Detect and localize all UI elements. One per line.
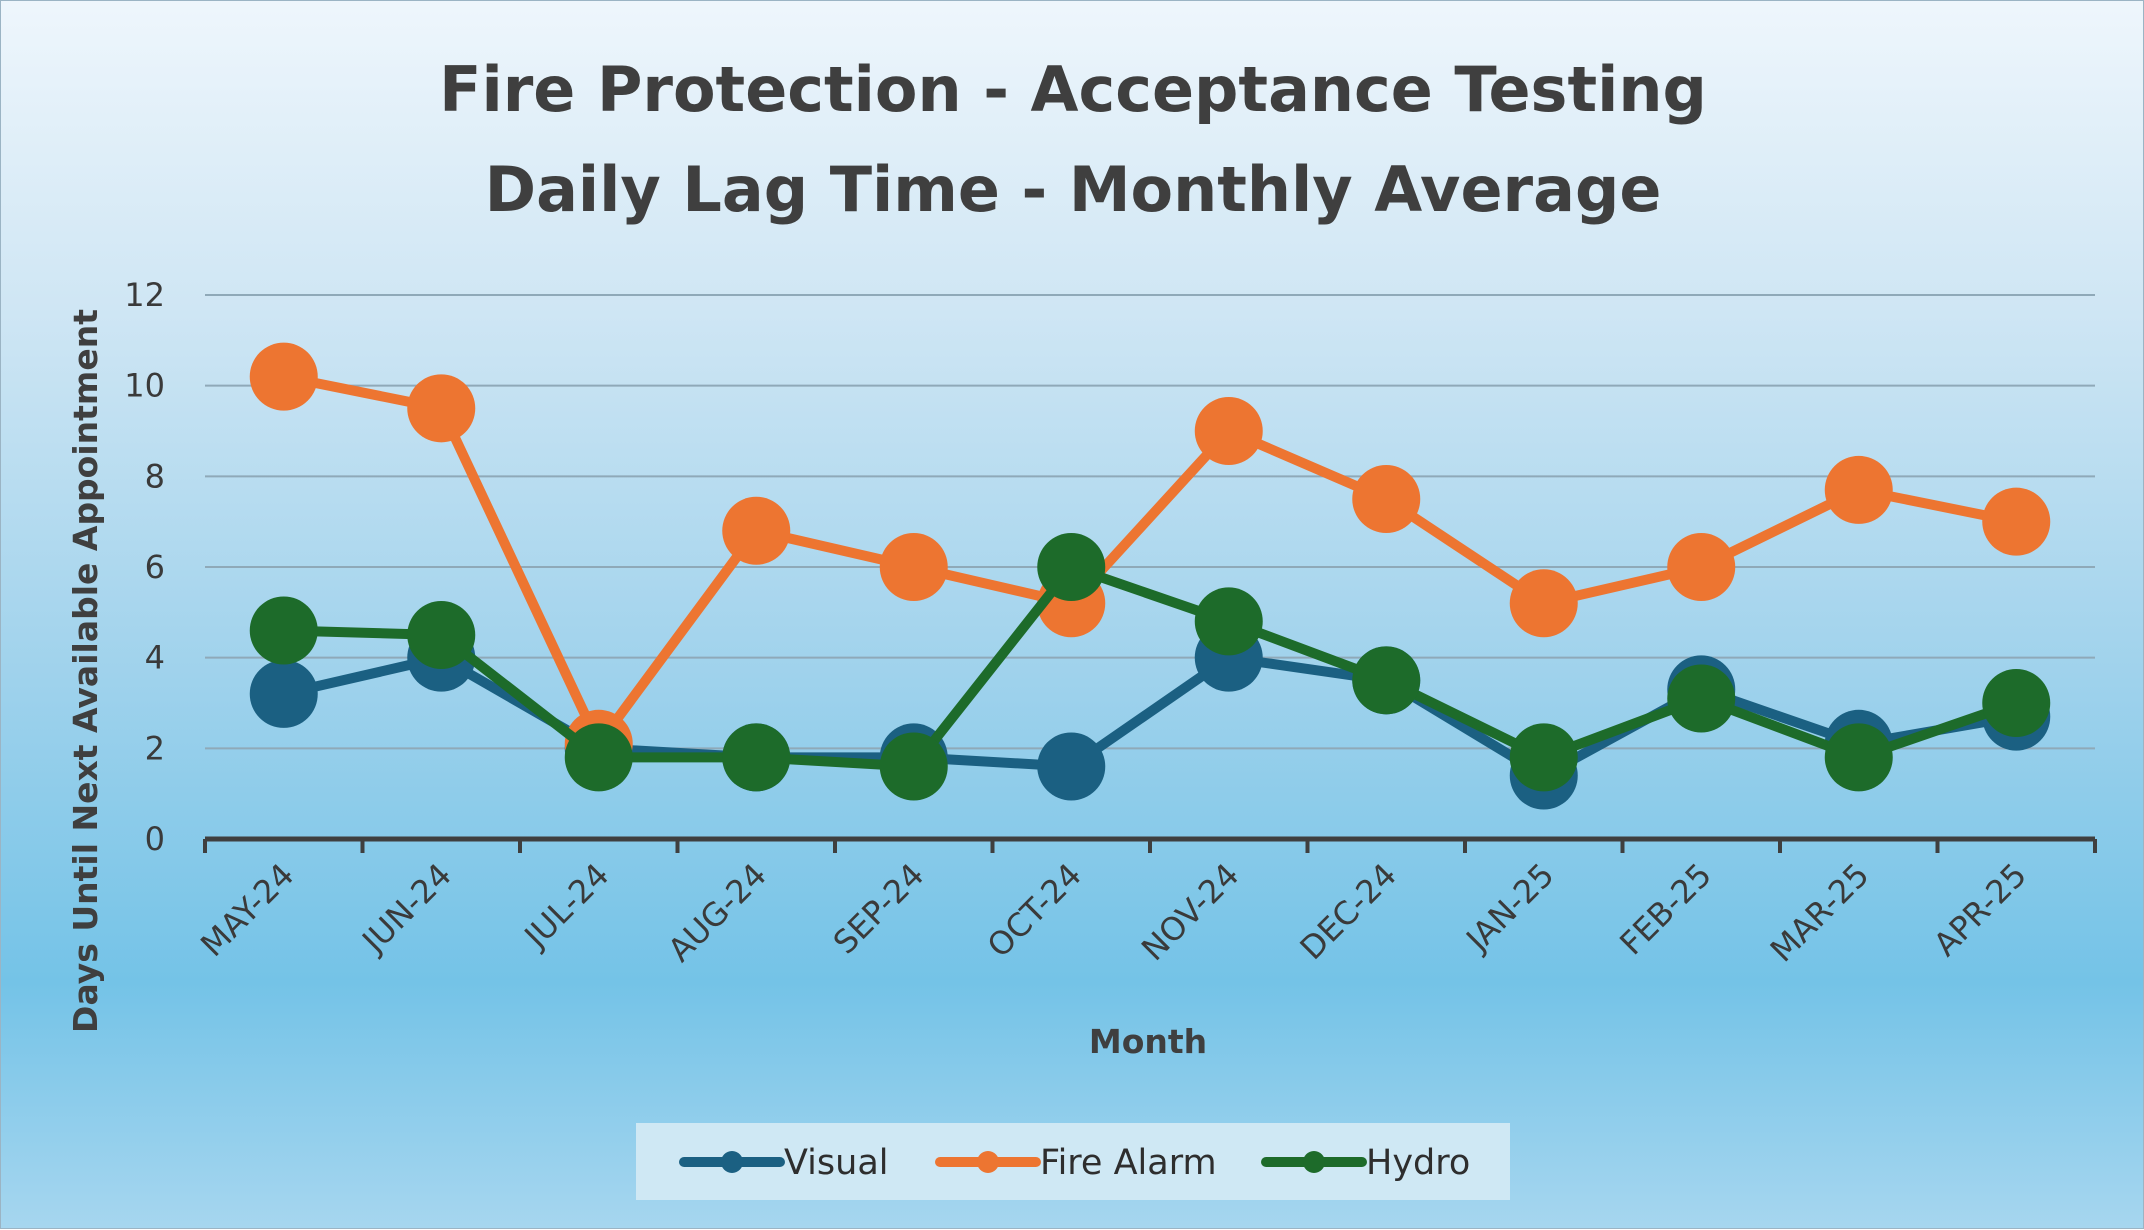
data-point-1-8 (1509, 569, 1578, 638)
x-tick-label-7: DEC-24 (1293, 856, 1404, 967)
data-point-1-0 (249, 342, 318, 411)
y-tick-label-2: 4 (145, 639, 165, 677)
legend-swatch-marker-2 (1303, 1151, 1325, 1173)
x-tick-label-0: MAY-24 (193, 856, 301, 964)
x-tick-label-4: SEP-24 (826, 856, 932, 962)
y-tick-label-3: 6 (145, 548, 165, 586)
data-point-1-11 (1982, 487, 2051, 556)
chart-title-line-2: Daily Lag Time - Monthly Average (485, 153, 1662, 226)
data-point-1-9 (1667, 533, 1736, 601)
legend-item-2: Hydro (1261, 1143, 1470, 1183)
y-axis-title: Days Until Next Available Appointment (66, 309, 105, 1033)
data-point-2-0 (249, 596, 318, 665)
data-point-1-3 (722, 496, 791, 565)
series-layer (249, 342, 2051, 810)
data-point-1-4 (879, 533, 948, 601)
legend-swatch-marker-1 (977, 1151, 999, 1173)
data-point-2-9 (1667, 664, 1736, 733)
data-point-1-7 (1352, 465, 1421, 533)
legend-item-0: Visual (679, 1143, 889, 1183)
series-line-2 (278, 562, 2022, 772)
data-point-2-2 (564, 723, 633, 792)
y-tick-label-0: 0 (145, 820, 165, 858)
data-point-1-10 (1824, 455, 1893, 524)
y-tick-label-6: 12 (124, 276, 165, 314)
x-tick-label-6: NOV-24 (1134, 856, 1246, 968)
data-point-1-1 (407, 374, 476, 443)
x-tick-label-2: JUL-24 (516, 856, 617, 957)
data-point-2-7 (1352, 646, 1421, 715)
legend-label-1: Fire Alarm (1040, 1143, 1217, 1183)
x-tick-label-9: FEB-25 (1612, 856, 1719, 963)
series-2 (249, 533, 2051, 801)
data-point-0-5 (1037, 732, 1106, 801)
x-axis-title: Month (1089, 1022, 1207, 1061)
x-tick-label-11: APR-25 (1926, 856, 2034, 964)
data-point-2-3 (722, 723, 791, 792)
x-tick-label-5: OCT-24 (980, 856, 1089, 965)
data-point-2-1 (407, 601, 476, 669)
y-tick-label-4: 8 (145, 457, 165, 495)
series-line-1 (278, 371, 2022, 749)
data-point-2-8 (1509, 723, 1578, 792)
series-0 (249, 623, 2051, 810)
legend-item-1: Fire Alarm (935, 1143, 1217, 1183)
data-point-2-6 (1194, 587, 1263, 656)
x-tick-label-3: AUG-24 (661, 856, 774, 969)
data-point-2-4 (879, 732, 948, 801)
x-tick-label-1: JUN-24 (354, 856, 459, 961)
legend-swatch-marker-0 (721, 1151, 743, 1173)
x-tick-label-8: JAN-25 (1457, 856, 1561, 960)
y-tick-label-1: 2 (145, 729, 165, 767)
y-tick-label-5: 10 (124, 367, 165, 405)
data-point-0-0 (249, 659, 318, 728)
data-point-2-5 (1037, 533, 1106, 601)
legend-label-0: Visual (784, 1143, 889, 1183)
legend-label-2: Hydro (1366, 1143, 1470, 1183)
x-tick-label-10: MAR-25 (1763, 856, 1877, 970)
legend: Visual Fire Alarm Hydro (636, 1123, 1510, 1200)
data-point-2-10 (1824, 723, 1893, 792)
data-point-2-11 (1982, 669, 2051, 737)
data-point-1-6 (1194, 397, 1263, 465)
chart-title-line-1: Fire Protection - Acceptance Testing (439, 53, 1707, 126)
